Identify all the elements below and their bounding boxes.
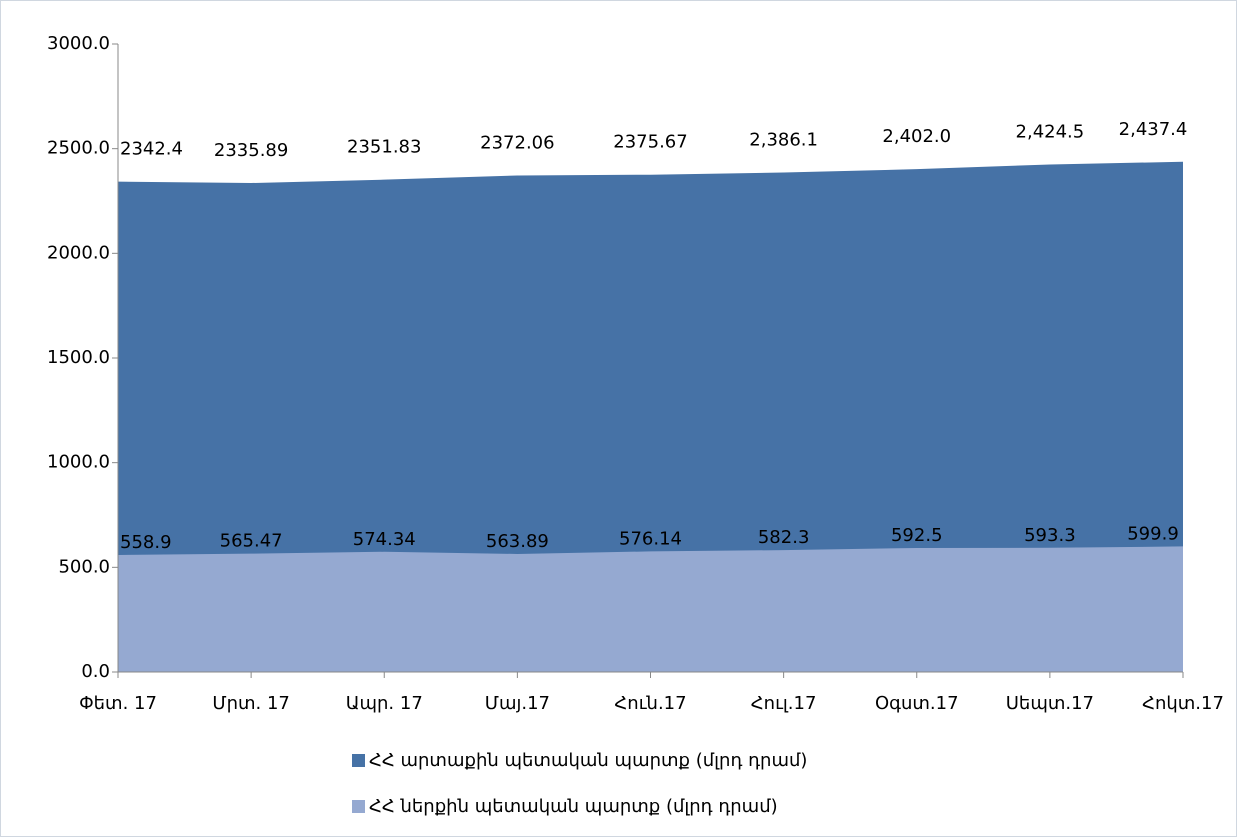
- legend-label: ՀՀ ներքին պետական պարտք (մլրդ դրամ): [369, 796, 778, 817]
- area: [118, 161, 1183, 672]
- y-tick-label: 500.0: [58, 556, 110, 577]
- x-tick-label: Սեպտ.17: [1006, 693, 1094, 714]
- data-label: 576.14: [619, 528, 682, 549]
- data-label: 582.3: [758, 527, 810, 548]
- y-tick-label: 2500.0: [47, 138, 110, 159]
- data-label: 2351.83: [347, 137, 421, 158]
- x-tick-label: Մայ.17: [485, 693, 550, 714]
- y-tick-label: 0.0: [81, 661, 110, 682]
- y-tick-label: 3000.0: [47, 33, 110, 54]
- data-label: 565.47: [220, 531, 283, 552]
- y-tick-label: 1000.0: [47, 452, 110, 473]
- x-tick-label: Հոկտ.17: [1142, 693, 1224, 714]
- data-label: 2342.4: [120, 139, 183, 160]
- data-label: 2,386.1: [749, 130, 818, 151]
- x-tick-label: Ապր. 17: [346, 693, 423, 714]
- legend-swatch: [352, 800, 365, 813]
- data-label: 2375.67: [613, 132, 687, 153]
- data-label: 574.34: [353, 529, 416, 550]
- data-label: 593.3: [1024, 525, 1076, 546]
- data-label: 2,424.5: [1016, 121, 1085, 142]
- y-tick-label: 2000.0: [47, 242, 110, 263]
- data-label: 558.9: [120, 532, 172, 553]
- y-tick-label: 1500.0: [47, 347, 110, 368]
- x-tick-label: Փետ. 17: [79, 693, 157, 714]
- legend-swatch: [352, 754, 365, 767]
- data-label: 2335.89: [214, 140, 288, 161]
- area: [118, 546, 1183, 672]
- data-label: 599.9: [1127, 523, 1179, 544]
- data-label: 563.89: [486, 531, 549, 552]
- data-label: 2372.06: [480, 132, 554, 153]
- data-label: 592.5: [891, 525, 943, 546]
- x-tick-label: Օգստ.17: [875, 693, 959, 714]
- x-tick-label: Հուլ.17: [751, 693, 817, 714]
- data-label: 2,402.0: [882, 126, 951, 147]
- data-label: 2,437.4: [1119, 119, 1188, 140]
- x-tick-label: Մրտ. 17: [212, 693, 290, 714]
- x-tick-label: Հուն.17: [614, 693, 686, 714]
- legend-label: ՀՀ արտաքին պետական պարտք (մլրդ դրամ): [369, 750, 807, 771]
